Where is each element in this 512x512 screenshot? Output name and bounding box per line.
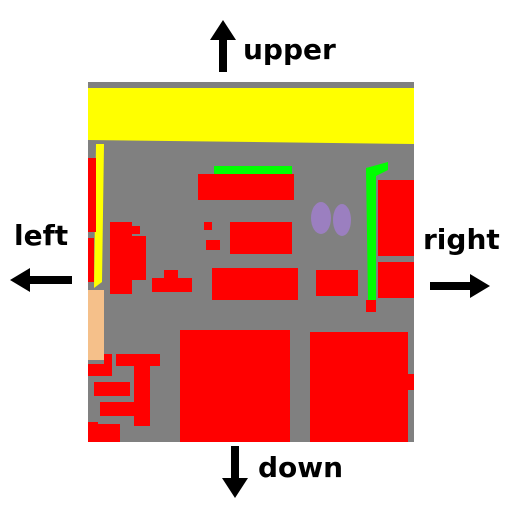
major-road-left-strip bbox=[94, 144, 104, 288]
building bbox=[88, 238, 94, 282]
arrow-up-icon bbox=[210, 20, 236, 72]
building bbox=[204, 222, 212, 230]
building bbox=[130, 226, 140, 234]
building bbox=[206, 240, 220, 250]
vegetation-strip bbox=[214, 166, 292, 174]
building bbox=[212, 268, 298, 300]
building bbox=[408, 374, 414, 390]
building bbox=[116, 354, 160, 366]
building bbox=[134, 364, 150, 426]
arrow-down-icon bbox=[222, 446, 248, 498]
bare-soil bbox=[88, 290, 104, 360]
direction-label-down: down bbox=[258, 451, 344, 484]
building bbox=[316, 270, 358, 296]
arrow-left-icon bbox=[10, 268, 72, 292]
building bbox=[198, 174, 294, 200]
building bbox=[88, 158, 96, 232]
building bbox=[378, 262, 414, 298]
vegetation-strip bbox=[366, 162, 388, 300]
water-feature bbox=[333, 204, 351, 236]
building bbox=[164, 270, 178, 278]
building bbox=[94, 382, 130, 396]
direction-label-right: right bbox=[423, 223, 500, 256]
building bbox=[152, 278, 192, 292]
building bbox=[104, 354, 112, 364]
direction-label-upper: upper bbox=[243, 33, 336, 66]
building bbox=[378, 180, 414, 256]
direction-label-left: left bbox=[14, 219, 69, 252]
building bbox=[100, 402, 136, 416]
building bbox=[132, 236, 146, 280]
building bbox=[180, 330, 290, 442]
building bbox=[94, 424, 120, 442]
building bbox=[110, 222, 132, 294]
building bbox=[310, 332, 408, 442]
arrow-right-icon bbox=[430, 274, 490, 298]
building bbox=[88, 422, 98, 442]
segmentation-map bbox=[88, 82, 414, 442]
water-feature bbox=[311, 202, 331, 234]
building bbox=[366, 300, 376, 312]
building bbox=[230, 222, 292, 254]
building bbox=[88, 364, 112, 376]
major-road-top bbox=[88, 88, 414, 144]
